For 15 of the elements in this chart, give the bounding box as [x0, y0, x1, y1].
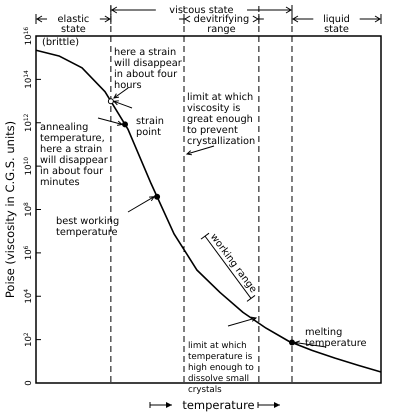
text: devitrifying range — [194, 14, 250, 35]
annotation: limit at which temperature is high enough to dissolve small crystals — [188, 341, 254, 395]
text: viscous state — [169, 5, 234, 16]
annotation: annealing temperature, here a strain will disappear in about four minutes — [40, 122, 109, 188]
y-tick-label: 0 — [24, 380, 34, 386]
x-axis-title: temperature — [182, 398, 255, 412]
text: elastic state — [58, 14, 90, 35]
annotation: limit at which viscosity is great enough to prevent crystallization — [187, 92, 256, 147]
text: liquid state — [323, 14, 350, 35]
y-axis-title: Poise (viscosity in C.G.S. units) — [3, 120, 17, 298]
annotation: melting temperature — [305, 327, 367, 349]
annotation: (brittle) — [42, 37, 80, 48]
annotation: best working temperature — [56, 216, 120, 238]
annotation: strain point — [136, 116, 164, 138]
annotation: here a strain will disappear in about four hours — [114, 47, 183, 91]
